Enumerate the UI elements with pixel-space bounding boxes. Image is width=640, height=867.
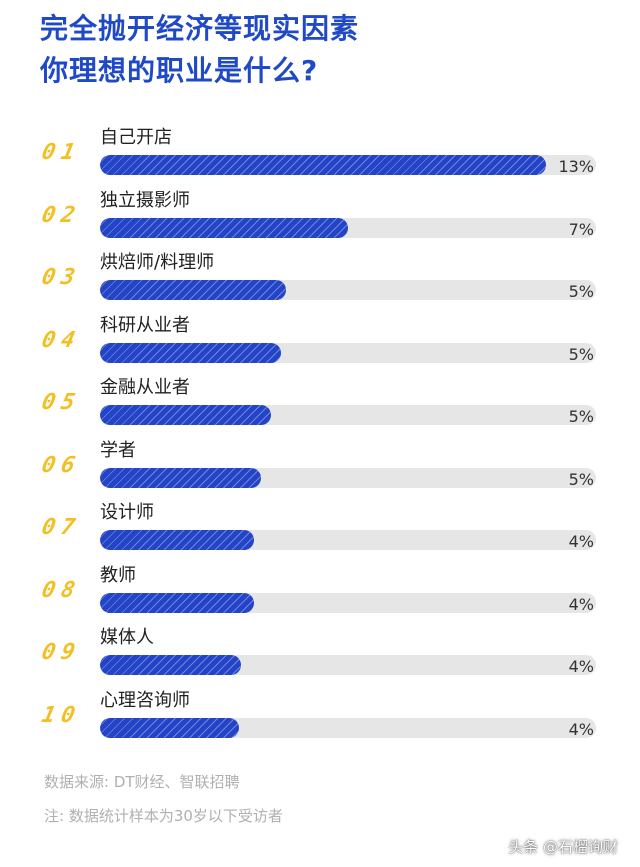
rank-number: 01 [39,140,84,165]
bar-row: 04 科研从业者 5% [0,314,640,376]
bar-track [100,405,596,425]
category-label: 媒体人 [100,627,154,648]
bar [100,217,348,238]
bar-track [100,280,596,300]
chart-title-line-1: 完全抛开经济等现实因素 [40,12,360,45]
category-label: 自己开店 [100,127,172,148]
watermark: 头条 @石榴询财 [508,838,618,856]
bar-row: 08 教师 4% [0,564,640,626]
rank-number: 04 [39,327,84,353]
bar [100,155,546,175]
chart-title: 完全抛开经济等现实因素 你理想的职业是什么? [40,8,359,92]
bar [100,530,254,550]
bar-row: 03 烘焙师/料理师 5% [0,251,640,313]
rank-number: 08 [39,577,84,603]
bar-track [100,342,596,363]
bar-row: 01 自己开店 13% [0,126,640,188]
bar [100,342,281,363]
bar-track [100,592,596,613]
bar-track [100,717,596,738]
bar-row: 10 心理咨询师 4% [0,689,640,751]
value-label: 5% [568,469,594,489]
value-label: 5% [568,407,594,426]
category-label: 设计师 [100,502,154,523]
bar-row: 02 独立摄影师 7% [0,189,640,251]
bar [100,467,261,488]
source-footnote: 数据来源: DT财经、智联招聘 [44,773,240,791]
value-label: 4% [568,719,594,739]
bar-track [100,467,596,488]
bar-track [100,655,596,675]
bar [100,717,239,738]
value-label: 5% [568,282,594,301]
category-label: 烘焙师/料理师 [100,252,215,273]
rank-number: 03 [39,265,84,290]
category-label: 学者 [100,439,136,461]
category-label: 心理咨询师 [100,689,190,711]
bar [100,280,286,300]
bar-track [100,155,596,175]
category-label: 教师 [100,564,136,586]
bar-row: 09 媒体人 4% [0,626,640,688]
rank-number: 02 [39,202,84,228]
bar [100,592,254,613]
value-label: 7% [568,219,594,239]
sample-footnote: 注: 数据统计样本为30岁以下受访者 [44,807,283,825]
bar-track [100,217,596,238]
bar-track [100,530,596,550]
value-label: 4% [568,657,594,676]
value-label: 4% [568,532,594,551]
bar-row: 05 金融从业者 5% [0,376,640,438]
category-label: 金融从业者 [100,377,190,398]
value-label: 4% [568,594,594,614]
bar-row: 06 学者 5% [0,439,640,501]
value-label: 5% [568,344,594,364]
rank-number: 06 [39,452,84,478]
category-label: 科研从业者 [100,314,190,336]
rank-number: 09 [39,640,84,665]
rank-number: 07 [39,515,84,540]
bar [100,405,271,425]
category-label: 独立摄影师 [100,189,190,211]
rank-number: 05 [39,390,84,415]
chart-title-line-2: 你理想的职业是什么? [40,54,319,87]
rank-number: 10 [39,702,84,728]
value-label: 13% [558,157,594,176]
bar [100,655,241,675]
bar-row: 07 设计师 4% [0,501,640,563]
